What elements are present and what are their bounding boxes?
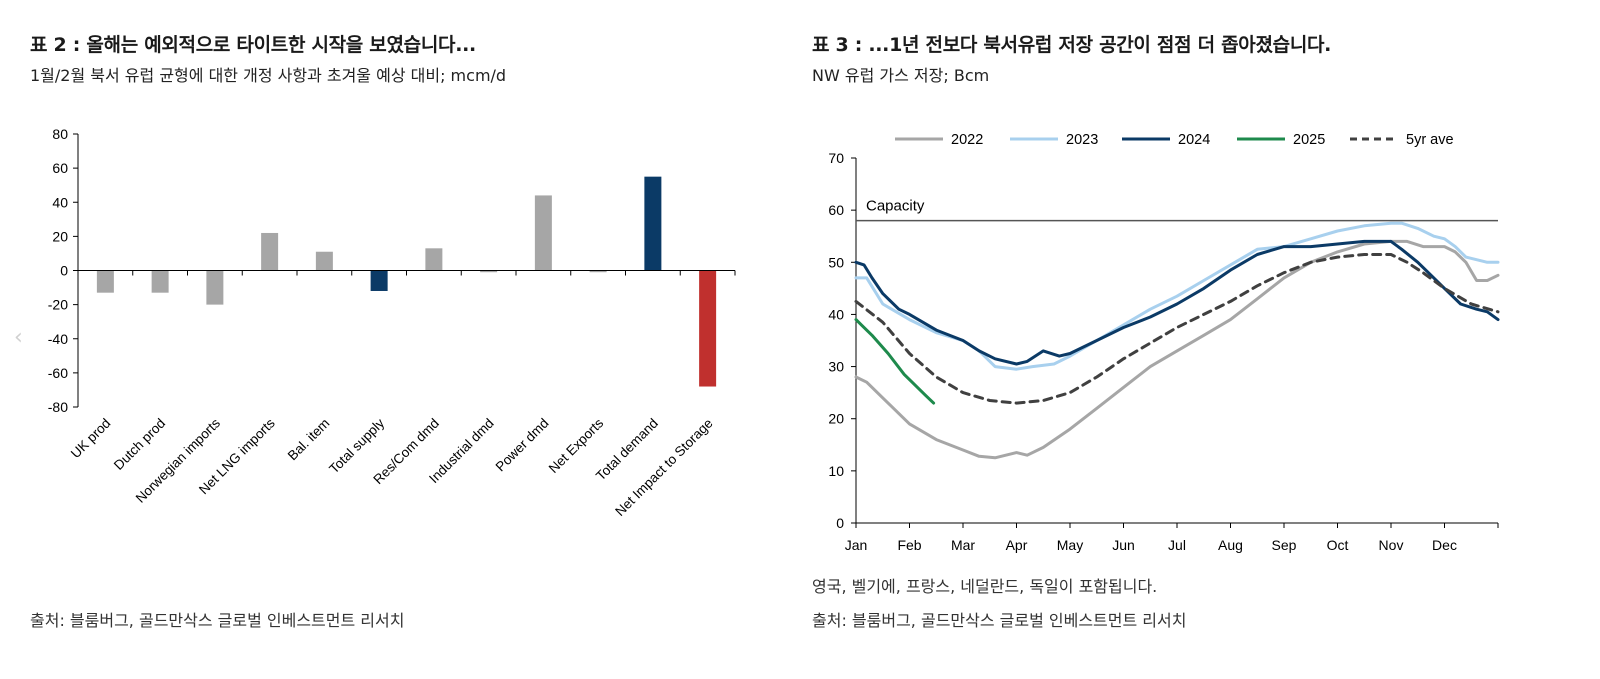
legend-label: 2024 bbox=[1178, 132, 1210, 148]
bar bbox=[480, 270, 498, 273]
x-tick-label: Net Impact to Storage bbox=[612, 416, 715, 519]
chart-title: 표 2 : 올해는 예외적으로 타이트한 시작을 보였습니다... bbox=[30, 34, 476, 56]
x-tick-label: Oct bbox=[1327, 537, 1349, 553]
y-tick-label: -80 bbox=[48, 399, 68, 415]
source-note: 출처: 블룸버그, 골드만삭스 글로벌 인베스트먼트 리서치 bbox=[812, 611, 1187, 630]
bar bbox=[425, 248, 443, 271]
y-tick-label: 40 bbox=[52, 194, 68, 210]
capacity-label: Capacity bbox=[866, 198, 925, 215]
x-tick-label: Net Exports bbox=[546, 415, 607, 476]
legend-label: 5yr ave bbox=[1406, 132, 1454, 148]
y-tick-label: 30 bbox=[828, 359, 844, 375]
source-note: 출처: 블룸버그, 골드만삭스 글로벌 인베스트먼트 리서치 bbox=[30, 611, 405, 630]
x-tick-label: Feb bbox=[897, 537, 921, 553]
chevron-left-icon: ‹ bbox=[14, 325, 23, 350]
y-tick-label: 20 bbox=[828, 411, 844, 427]
y-tick-label: 0 bbox=[60, 263, 68, 279]
x-tick-label: UK prod bbox=[68, 416, 114, 462]
x-tick-label: May bbox=[1057, 537, 1083, 553]
x-tick-label: Jul bbox=[1168, 537, 1186, 553]
bar bbox=[261, 232, 279, 271]
y-tick-label: 20 bbox=[52, 228, 68, 244]
y-tick-label: 80 bbox=[52, 126, 68, 142]
y-tick-label: 60 bbox=[828, 202, 844, 218]
series-line-2023 bbox=[854, 221, 1500, 371]
x-tick-label: Bal. item bbox=[285, 416, 333, 464]
chart-subtitle: 1월/2월 북서 유럽 균형에 대한 개정 사항과 초겨울 예상 대비; mcm… bbox=[30, 66, 507, 85]
legend-label: 2025 bbox=[1293, 132, 1325, 148]
left-panel: 표 2 : 올해는 예외적으로 타이트한 시작을 보였습니다... 1월/2월 … bbox=[14, 34, 736, 630]
x-tick-label: Jun bbox=[1112, 537, 1135, 553]
series-line-2022 bbox=[854, 239, 1500, 460]
bar bbox=[699, 270, 717, 387]
bar bbox=[206, 270, 224, 305]
series-line-2025 bbox=[854, 318, 936, 405]
chart-subtitle: NW 유럽 가스 저장; Bcm bbox=[812, 66, 990, 85]
y-tick-label: 0 bbox=[836, 515, 844, 531]
y-tick-label: -40 bbox=[48, 331, 68, 347]
bar bbox=[534, 195, 552, 271]
bar bbox=[151, 270, 169, 293]
x-tick-label: Dutch prod bbox=[111, 416, 168, 473]
series-line-2024 bbox=[854, 239, 1500, 366]
x-tick-label: Apr bbox=[1006, 537, 1028, 553]
x-tick-label: Jan bbox=[845, 537, 868, 553]
bar bbox=[315, 251, 333, 271]
y-tick-label: -20 bbox=[48, 297, 68, 313]
y-tick-label: 10 bbox=[828, 463, 844, 479]
y-tick-label: 50 bbox=[828, 254, 844, 270]
x-tick-label: Power dmd bbox=[493, 416, 552, 475]
x-tick-label: Aug bbox=[1218, 537, 1243, 553]
x-tick-label: Nov bbox=[1379, 537, 1404, 553]
x-tick-label: Sep bbox=[1272, 537, 1297, 553]
legend-label: 2023 bbox=[1066, 132, 1098, 148]
right-panel: 표 3 : ...1년 전보다 북서유럽 저장 공간이 점점 더 좁아졌습니다.… bbox=[800, 0, 1600, 679]
bar bbox=[589, 270, 607, 273]
legend-label: 2022 bbox=[951, 132, 983, 148]
series-line-5yr-ave bbox=[854, 253, 1500, 405]
y-tick-label: 60 bbox=[52, 160, 68, 176]
bar bbox=[644, 176, 662, 271]
chart-title: 표 3 : ...1년 전보다 북서유럽 저장 공간이 점점 더 좁아졌습니다. bbox=[812, 34, 1332, 56]
x-tick-label: Dec bbox=[1432, 537, 1457, 553]
line-chart: 0 10 20 30 40 50 60 70 Jan Feb Mar Apr May Jun Jul Aug S… bbox=[828, 132, 1500, 553]
bar bbox=[96, 270, 114, 293]
coverage-note: 영국, 벨기에, 프랑스, 네덜란드, 독일이 포함됩니다. bbox=[812, 577, 1158, 596]
y-tick-label: 70 bbox=[828, 150, 844, 166]
bar bbox=[370, 270, 388, 291]
x-tick-label: Mar bbox=[951, 537, 975, 553]
y-tick-label: -60 bbox=[48, 365, 68, 381]
y-tick-label: 40 bbox=[828, 306, 844, 322]
